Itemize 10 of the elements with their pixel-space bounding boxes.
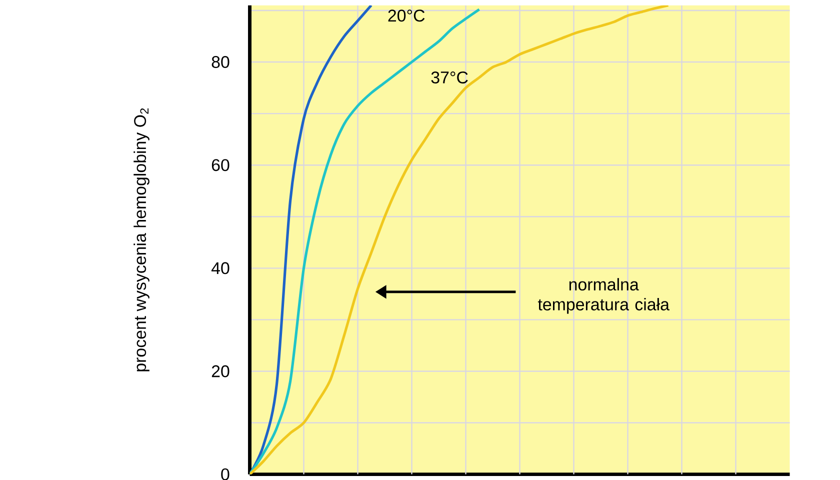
y-tick-label: 80 <box>212 56 230 68</box>
y-tick-label: 0 <box>221 468 230 480</box>
y-tick-label: 20 <box>212 365 230 378</box>
y-axis-title: procent wysycenia hemoglobiny O$_{2}$ <box>134 108 150 372</box>
y-tick-label: 40 <box>211 262 230 274</box>
series-label: 20°C <box>388 10 425 22</box>
y-tick-label: 60 <box>212 159 230 172</box>
series-label: 37°C <box>431 71 468 84</box>
annotation: normalna temperatura ciała <box>538 278 670 314</box>
line-series <box>250 8 481 474</box>
